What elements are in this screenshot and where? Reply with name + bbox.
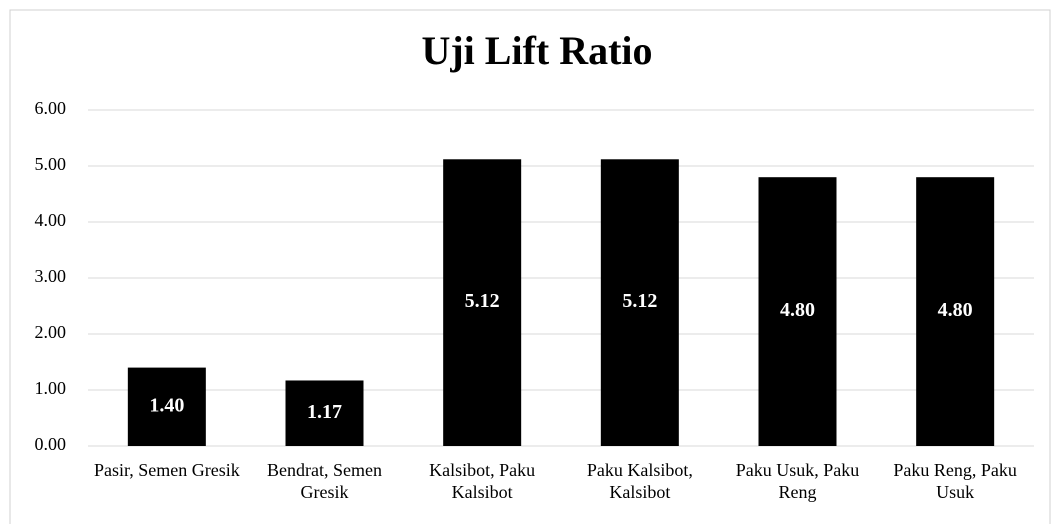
y-tick-label: 4.00: [35, 210, 67, 230]
x-tick-label: Paku Reng, Paku Usuk: [893, 460, 1017, 502]
x-tick-label: Paku Usuk, Paku Reng: [735, 460, 860, 502]
value-label: 1.17: [307, 401, 342, 423]
y-tick-label: 2.00: [35, 322, 67, 342]
bar: [285, 380, 364, 446]
value-label: 5.12: [465, 290, 500, 312]
value-label: 4.80: [938, 299, 973, 321]
y-tick-label: 5.00: [35, 154, 67, 174]
x-tick-label: Pasir, Semen Gresik: [93, 460, 240, 480]
value-label: 5.12: [622, 290, 657, 312]
value-label: 4.80: [780, 299, 815, 321]
chart-title: Uji Lift Ratio: [421, 28, 652, 73]
chart-border: [9, 9, 1051, 524]
y-tick-label: 1.00: [35, 378, 67, 398]
bar: [916, 177, 995, 446]
bar: [127, 367, 206, 446]
bar: [600, 159, 679, 446]
x-tick-label: Kalsibot, Paku Kalsibot: [429, 460, 536, 502]
bar: [758, 177, 837, 446]
x-tick-label: Bendrat, Semen Gresik: [267, 460, 382, 502]
value-label: 1.40: [149, 394, 184, 416]
y-tick-label: 0.00: [35, 434, 67, 454]
y-tick-label: 6.00: [35, 98, 67, 118]
x-tick-label: Paku Kalsibot, Kalsibot: [586, 460, 693, 502]
y-tick-label: 3.00: [35, 266, 67, 286]
bar: [443, 159, 522, 446]
